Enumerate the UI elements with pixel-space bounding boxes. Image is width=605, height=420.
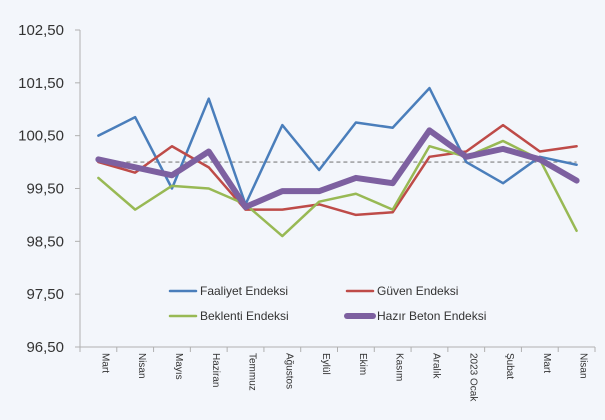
x-tick-label: Nisan [578,353,589,379]
y-tick-label: 102,50 [18,22,64,39]
y-tick-label: 100,50 [18,128,64,145]
y-tick-label: 96,50 [26,339,64,356]
legend-label: Hazır Beton Endeksi [377,309,486,323]
y-tick-label: 97,50 [26,286,64,303]
y-tick-label: 98,50 [26,233,64,250]
series-layer [95,86,580,238]
axes [75,29,596,352]
legend-label: Güven Endeksi [377,284,458,298]
legend: Faaliyet Endeksi Güven Endeksi Beklenti En… [168,284,486,323]
x-tick-labels: Mart Nisan Mayıs Haziran Temmuz Ağustos Eylül E… [99,353,588,402]
x-tick-label: Nisan [136,353,147,379]
series-line-beklenti-endeksi [97,139,578,238]
x-tick-label: Mart [99,353,110,373]
legend-label: Faaliyet Endeksi [200,284,288,298]
x-tick-label: Mayıs [173,353,184,380]
legend-label: Beklenti Endeksi [200,309,289,323]
x-tick-label: Aralık [430,353,441,380]
x-tick-label: Şubat [504,353,515,379]
series-line-hazir-beton-endeksi [95,127,580,210]
y-tick-label: 99,50 [26,181,64,198]
x-tick-label: Ağustos [283,353,294,389]
x-tick-label: Haziran [210,353,221,387]
y-tick-label: 101,50 [18,75,64,92]
x-tick-label: 2023 Ocak [467,353,478,402]
x-tick-label: Kasım [394,353,405,381]
x-tick-label: Temmuz [247,353,258,391]
y-tick-labels: 96,50 97,50 98,50 99,50 100,50 101,50 102,50 [18,22,64,356]
x-tick-label: Mart [541,353,552,373]
x-tick-label: Eylül [320,353,331,375]
x-tick-label: Ekim [357,353,368,375]
series-line-guven-endeksi [97,123,578,217]
